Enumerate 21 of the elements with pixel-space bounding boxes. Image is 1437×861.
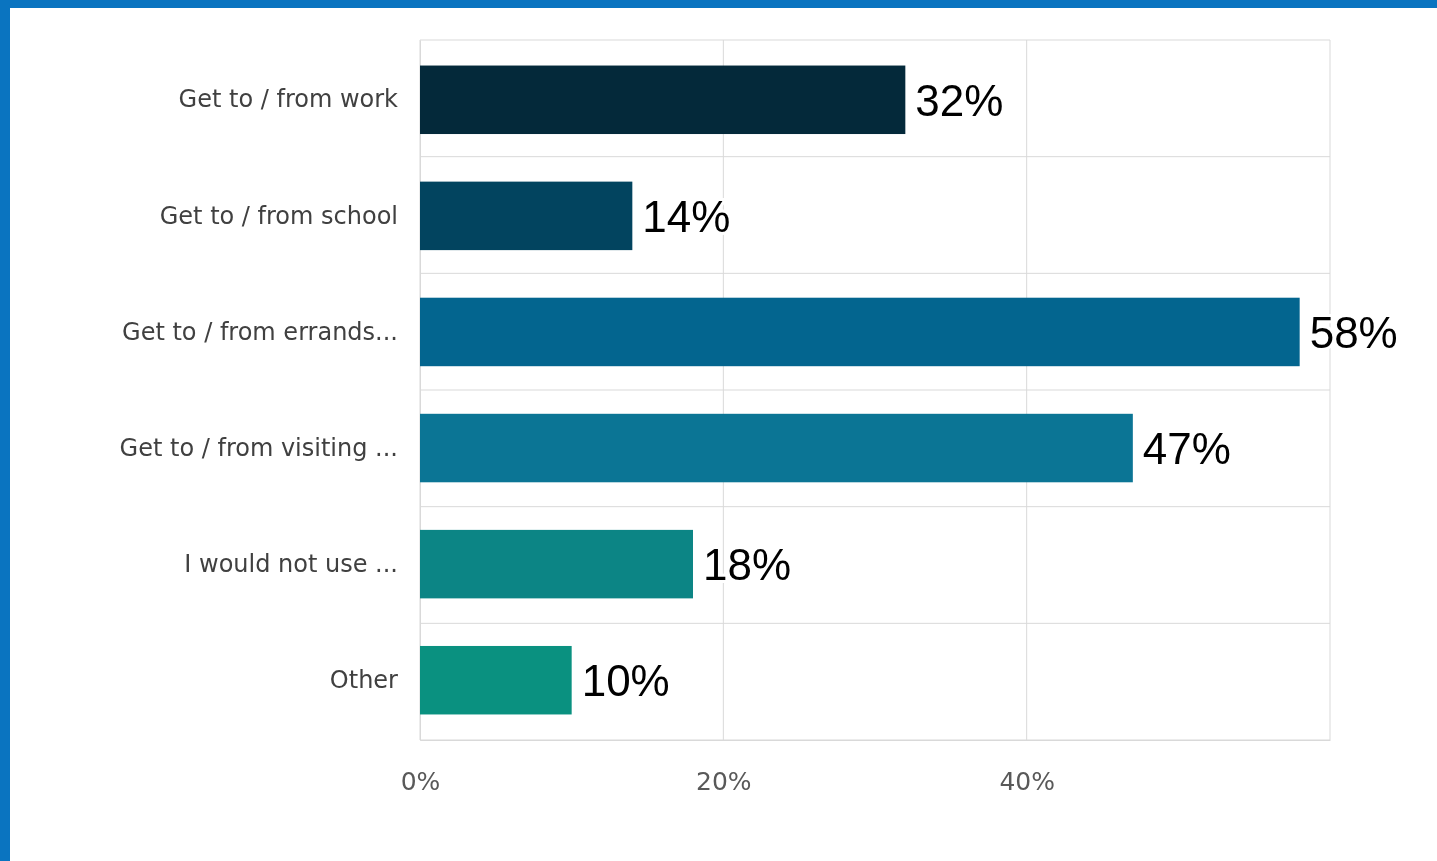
y-tick-label: Get to / from work bbox=[178, 85, 399, 114]
bar bbox=[420, 529, 693, 599]
bar bbox=[420, 297, 1300, 367]
x-tick-label: 0% bbox=[400, 766, 441, 796]
y-tick-label: Get to / from visiting ... bbox=[119, 433, 398, 462]
data-label: 14% bbox=[642, 191, 731, 241]
data-label: 58% bbox=[1309, 307, 1398, 357]
x-tick-label: 40% bbox=[999, 766, 1055, 796]
x-tick-label: 20% bbox=[696, 766, 752, 796]
data-label: 10% bbox=[581, 656, 670, 706]
bar bbox=[420, 181, 633, 251]
y-tick-label: I would not use ... bbox=[184, 549, 398, 578]
y-tick-label: Get to / from school bbox=[159, 201, 398, 230]
y-tick-label: Other bbox=[329, 665, 399, 694]
bar bbox=[420, 413, 1133, 483]
data-label: 32% bbox=[915, 75, 1004, 125]
data-label: 18% bbox=[703, 539, 792, 589]
bar bbox=[420, 645, 572, 715]
bar bbox=[420, 65, 906, 135]
y-tick-label: Get to / from errands... bbox=[122, 317, 398, 346]
data-label: 47% bbox=[1142, 423, 1231, 473]
